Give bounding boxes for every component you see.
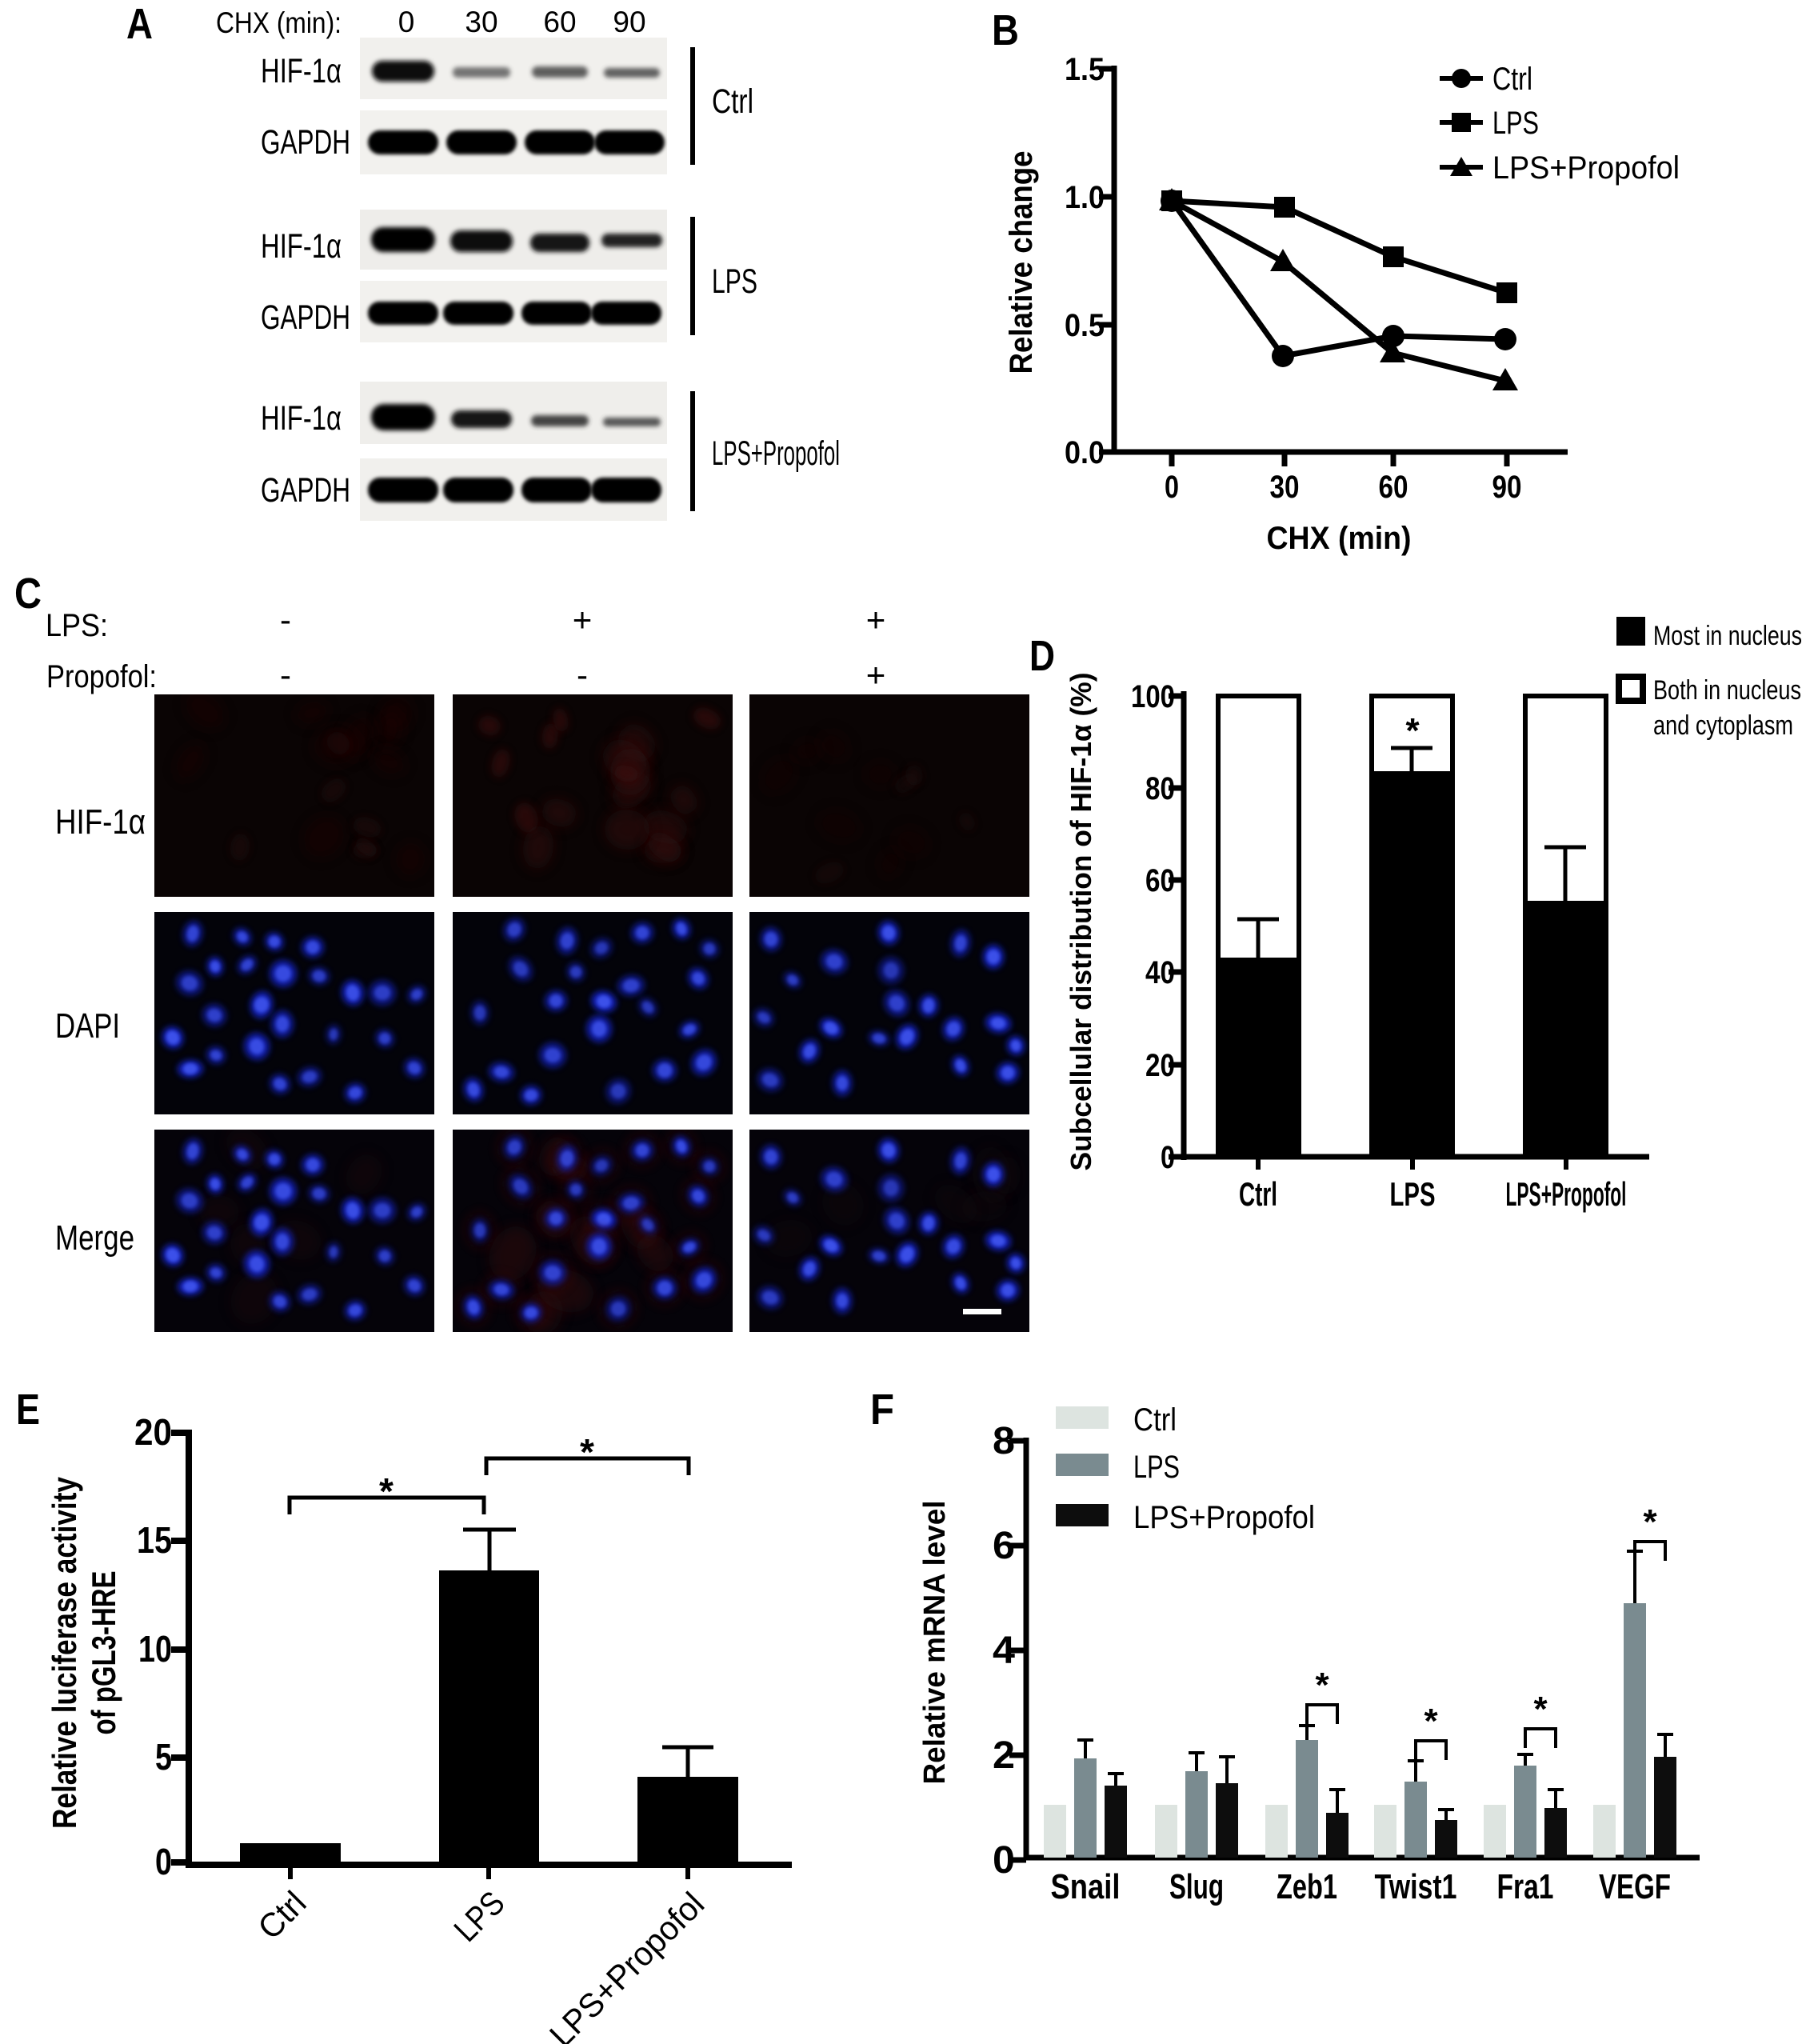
svg-text:VEGF: VEGF bbox=[1599, 1867, 1671, 1906]
svg-text:90: 90 bbox=[613, 6, 645, 38]
svg-text:Ctrl: Ctrl bbox=[712, 82, 753, 121]
svg-text:20: 20 bbox=[1145, 1048, 1175, 1083]
svg-text:D: D bbox=[1029, 632, 1055, 680]
svg-text:Zeb1: Zeb1 bbox=[1277, 1867, 1337, 1906]
svg-text:LPS: LPS bbox=[1492, 106, 1539, 141]
svg-text:LPS+Propofol: LPS+Propofol bbox=[712, 434, 840, 473]
svg-text:+: + bbox=[866, 601, 886, 638]
svg-text:80: 80 bbox=[1145, 771, 1175, 806]
svg-text:*: * bbox=[1405, 711, 1420, 750]
svg-text:Twist1: Twist1 bbox=[1375, 1867, 1457, 1906]
svg-text:0: 0 bbox=[993, 1839, 1015, 1882]
svg-text:60: 60 bbox=[543, 6, 576, 38]
svg-text:LPS+Propofol: LPS+Propofol bbox=[542, 1885, 711, 2044]
svg-text:-: - bbox=[577, 656, 588, 694]
svg-text:and cytoplasm: and cytoplasm bbox=[1653, 710, 1793, 741]
svg-text:Ctrl: Ctrl bbox=[250, 1884, 313, 1946]
svg-text:LPS+Propofol: LPS+Propofol bbox=[1492, 150, 1680, 186]
svg-text:*: * bbox=[580, 1431, 594, 1473]
svg-text:Merge: Merge bbox=[55, 1218, 134, 1258]
svg-text:60: 60 bbox=[1145, 863, 1175, 898]
svg-text:-: - bbox=[280, 656, 291, 694]
svg-text:4: 4 bbox=[993, 1630, 1015, 1672]
svg-text:0.0: 0.0 bbox=[1065, 435, 1105, 470]
svg-text:1.0: 1.0 bbox=[1065, 180, 1105, 215]
svg-text:15: 15 bbox=[137, 1519, 172, 1561]
svg-text:*: * bbox=[1643, 1502, 1657, 1542]
svg-text:6: 6 bbox=[993, 1525, 1015, 1567]
svg-text:Propofol:: Propofol: bbox=[46, 659, 157, 694]
svg-text:Ctrl: Ctrl bbox=[1133, 1402, 1177, 1438]
svg-text:of pGL3-HRE: of pGL3-HRE bbox=[85, 1571, 122, 1735]
svg-text:0: 0 bbox=[398, 6, 415, 38]
svg-text:+: + bbox=[866, 656, 886, 694]
svg-text:LPS: LPS bbox=[446, 1884, 511, 1949]
svg-text:F: F bbox=[870, 1386, 894, 1434]
svg-text:CHX (min):: CHX (min): bbox=[216, 6, 342, 39]
svg-text:LPS:: LPS: bbox=[46, 608, 108, 643]
svg-text:GAPDH: GAPDH bbox=[261, 123, 350, 162]
svg-text:90: 90 bbox=[1492, 470, 1522, 505]
svg-text:Relative luciferase activity: Relative luciferase activity bbox=[46, 1476, 83, 1829]
svg-text:Most in nucleus: Most in nucleus bbox=[1653, 621, 1802, 651]
svg-text:Subcellular distribution of HI: Subcellular distribution of HIF-1α (%) bbox=[1065, 673, 1097, 1171]
svg-text:Slug: Slug bbox=[1169, 1867, 1224, 1906]
svg-text:HIF-1α: HIF-1α bbox=[55, 802, 146, 842]
svg-text:Both in nucleus: Both in nucleus bbox=[1653, 675, 1801, 706]
svg-text:LPS+Propofol: LPS+Propofol bbox=[1506, 1175, 1627, 1213]
svg-text:30: 30 bbox=[465, 6, 497, 38]
svg-text:A: A bbox=[126, 0, 153, 48]
svg-text:LPS: LPS bbox=[1133, 1450, 1180, 1485]
svg-text:0: 0 bbox=[1165, 470, 1179, 505]
svg-text:CHX (min): CHX (min) bbox=[1267, 521, 1412, 556]
svg-text:GAPDH: GAPDH bbox=[261, 298, 350, 337]
svg-text:*: * bbox=[379, 1470, 394, 1512]
svg-text:GAPDH: GAPDH bbox=[261, 471, 350, 510]
svg-text:40: 40 bbox=[1145, 955, 1175, 990]
svg-text:LPS+Propofol: LPS+Propofol bbox=[1133, 1500, 1315, 1535]
svg-text:LPS: LPS bbox=[1390, 1175, 1436, 1213]
svg-text:HIF-1α: HIF-1α bbox=[261, 52, 342, 90]
svg-text:Ctrl: Ctrl bbox=[1239, 1175, 1277, 1213]
svg-text:DAPI: DAPI bbox=[55, 1006, 120, 1046]
svg-text:60: 60 bbox=[1379, 470, 1408, 505]
svg-text:Relative change: Relative change bbox=[1004, 151, 1039, 374]
svg-text:30: 30 bbox=[1270, 470, 1300, 505]
svg-text:10: 10 bbox=[138, 1628, 172, 1670]
svg-text:LPS: LPS bbox=[712, 262, 757, 301]
svg-text:HIF-1α: HIF-1α bbox=[261, 227, 342, 266]
svg-text:0.5: 0.5 bbox=[1065, 308, 1105, 343]
svg-text:100: 100 bbox=[1131, 679, 1175, 714]
svg-text:8: 8 bbox=[993, 1420, 1015, 1462]
svg-text:*: * bbox=[1424, 1702, 1438, 1741]
svg-text:Relative mRNA level: Relative mRNA level bbox=[918, 1501, 952, 1785]
svg-text:5: 5 bbox=[155, 1736, 172, 1778]
svg-text:Ctrl: Ctrl bbox=[1492, 62, 1532, 97]
svg-text:C: C bbox=[14, 570, 42, 618]
svg-text:+: + bbox=[573, 601, 593, 638]
svg-text:*: * bbox=[1315, 1666, 1329, 1705]
svg-text:20: 20 bbox=[134, 1411, 172, 1453]
svg-text:*: * bbox=[1533, 1690, 1548, 1729]
svg-text:2: 2 bbox=[993, 1734, 1015, 1777]
svg-text:B: B bbox=[992, 6, 1019, 54]
svg-text:0: 0 bbox=[155, 1841, 172, 1882]
svg-text:-: - bbox=[280, 601, 291, 638]
svg-text:1.5: 1.5 bbox=[1065, 52, 1105, 87]
svg-text:E: E bbox=[16, 1386, 40, 1434]
svg-text:0: 0 bbox=[1161, 1140, 1175, 1175]
svg-text:Fra1: Fra1 bbox=[1497, 1867, 1554, 1906]
svg-text:HIF-1α: HIF-1α bbox=[261, 399, 342, 438]
svg-text:Snail: Snail bbox=[1051, 1867, 1121, 1906]
